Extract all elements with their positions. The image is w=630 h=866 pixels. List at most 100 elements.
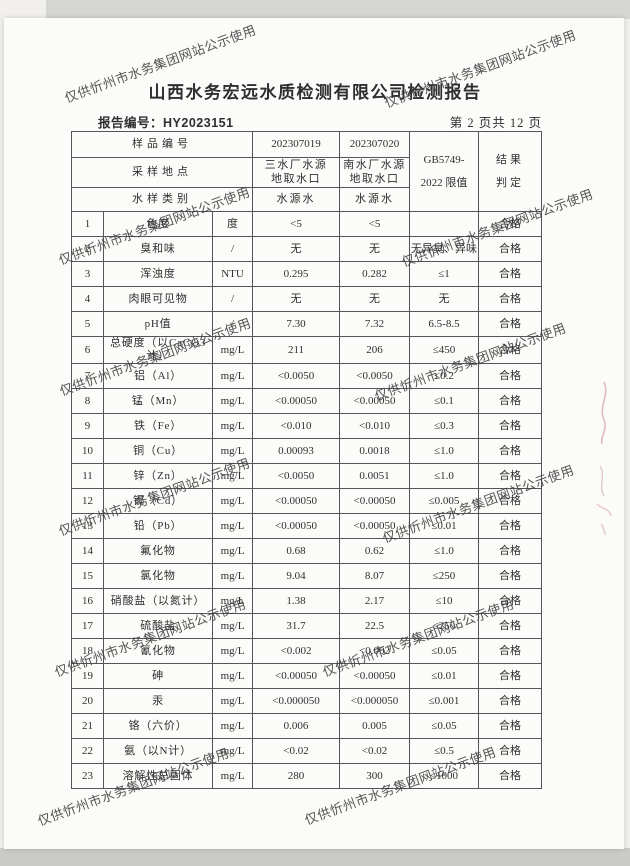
cell-result: 合格 [478,438,543,464]
header-row-location: 采样地点 三水厂水源 地取水口 南水厂水源 地取水口 [70,157,542,188]
result-header-line2: 判定 [496,177,525,189]
cell-limit: ≤0.05 [409,713,480,739]
cell-unit: mg/L [211,638,254,664]
cell-sample1-value: 无 [252,286,341,312]
location-1-line1: 三水厂水源 [264,159,328,171]
cell-sample2-value: 0.62 [339,538,411,564]
cell-limit: ≤0.01 [409,513,480,539]
cell-limit: ≤1.0 [409,438,480,464]
cell-result: 合格 [478,538,543,564]
cell-result: 合格 [478,713,543,739]
table-row: 18 氰化物 mg/L <0.002 <0.002 ≤0.05 合格 [71,638,543,664]
cell-unit: NTU [211,261,254,287]
cell-limit: ≤0.001 [409,688,480,714]
cell-parameter-name: 汞 [103,688,213,714]
cell-unit: mg/L [211,388,254,414]
cell-parameter-name: 色度 [103,211,213,237]
cell-row-number: 17 [71,613,104,639]
sample-no-1: 202307019 [252,131,341,158]
cell-row-number: 11 [71,463,104,489]
cell-unit: mg/L [211,336,254,364]
cell-row-number: 21 [71,713,104,739]
cell-parameter-name: 氰化物 [103,638,213,664]
cell-row-number: 2 [71,236,104,262]
cell-parameter-name: pH值 [103,311,213,337]
cell-row-number: 20 [71,688,104,714]
table-row: 11 锌（Zn） mg/L <0.0050 0.0051 ≤1.0 合格 [71,463,543,489]
table-row: 8 锰（Mn） mg/L <0.00050 <0.00050 ≤0.1 合格 [71,388,543,414]
cell-row-number: 23 [71,763,104,789]
cell-sample1-value: <5 [252,211,341,237]
table-row: 20 汞 mg/L <0.000050 <0.000050 ≤0.001 合格 [71,688,543,714]
cell-parameter-name: 氨（以N计） [103,738,213,764]
cell-sample2-value: <0.002 [339,638,411,664]
cell-sample2-value: 22.5 [339,613,411,639]
cell-limit: ≤0.1 [409,388,480,414]
location-1: 三水厂水源 地取水口 [252,157,341,188]
cell-row-number: 8 [71,388,104,414]
cell-sample2-value: 7.32 [339,311,411,337]
table-row: 1 色度度 <5 <5 合格 [71,211,543,237]
cell-sample1-value: 31.7 [252,613,341,639]
location-label: 采样地点 [70,157,254,188]
cell-sample1-value: <0.0050 [252,463,341,489]
location-2: 南水厂水源 地取水口 [339,157,411,188]
cell-unit: mg/L [211,588,254,614]
result-header-line1: 结果 [496,154,525,166]
cell-sample2-value: 0.0018 [339,438,411,464]
cell-parameter-name: 锌（Zn） [103,463,213,489]
report-title: 山西水务宏远水质检测有限公司检测报告 [148,83,482,102]
cell-row-number: 16 [71,588,104,614]
cell-limit: ≤250 [409,563,480,589]
cell-sample2-value: <0.00050 [339,663,411,689]
cell-sample2-value: 2.17 [339,588,411,614]
cell-result: 合格 [478,613,543,639]
cell-result: 合格 [478,388,543,414]
report-number-label: 报告编号： [98,116,164,130]
cell-sample1-value: 9.04 [252,563,341,589]
cell-result: 合格 [478,688,543,714]
cell-sample1-value: <0.00050 [252,663,341,689]
cell-row-number: 18 [71,638,104,664]
cell-row-number: 14 [71,538,104,564]
cell-row-number: 15 [71,563,104,589]
cell-parameter-name: 氟化物 [103,538,213,564]
cell-sample2-value: 无 [339,286,411,312]
cell-parameter-name: 浑浊度 [103,261,213,287]
cell-parameter-name: 总硬度（以CaCO3计） [103,336,213,364]
cell-result: 合格 [478,236,543,262]
cell-parameter-name: 硝酸盐（以氮计） [103,588,213,614]
cell-sample1-value: 0.68 [252,538,341,564]
cell-result: 合格 [478,413,543,439]
cell-sample1-value: 7.30 [252,311,341,337]
cell-unit: mg/L [211,438,254,464]
table-row: 12 镉（Cd） mg/L <0.00050 <0.00050 ≤0.005 合格 [71,488,543,514]
cell-limit: ≤0.3 [409,413,480,439]
cell-row-number: 9 [71,413,104,439]
cell-sample2-value: <0.0050 [339,363,411,389]
cell-result: 合格 [478,211,543,237]
results-table: 样品编号 202307019 202307020 GB5749- 2022 限值… [70,131,543,789]
cell-sample1-value: <0.02 [252,738,341,764]
category-1: 水源水 [252,187,341,212]
cell-row-number: 13 [71,513,104,539]
cell-unit: / [211,311,254,337]
cell-result: 合格 [478,488,543,514]
cell-parameter-name: 铅（Pb） [103,513,213,539]
cell-limit: ≤0.005 [409,488,480,514]
scanner-background-bottom [0,848,630,866]
cell-sample2-value: <0.000050 [339,688,411,714]
cell-row-number: 3 [71,261,104,287]
cell-limit: ≤1 [409,261,480,287]
location-1-line2: 地取水口 [271,172,322,185]
table-row: 13 铅（Pb） mg/L <0.00050 <0.00050 ≤0.01 合格 [71,513,543,539]
cell-sample1-value: 无 [252,236,341,262]
cell-result: 合格 [478,463,543,489]
cell-limit: ≤1.0 [409,463,480,489]
cell-limit: ≤0.5 [409,738,480,764]
cell-unit: mg/L [211,663,254,689]
cell-parameter-name: 铜（Cu） [103,438,213,464]
table-row: 22 氨（以N计） mg/L <0.02 <0.02 ≤0.5 合格 [71,738,543,764]
cell-limit: ≤1.0 [409,538,480,564]
cell-sample2-value: 0.005 [339,713,411,739]
